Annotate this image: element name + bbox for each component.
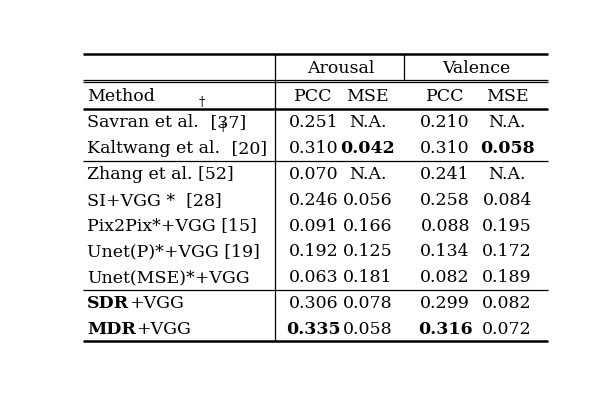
- Text: 0.192: 0.192: [288, 243, 338, 260]
- Text: MDR: MDR: [87, 320, 136, 337]
- Text: 0.078: 0.078: [343, 294, 392, 311]
- Text: N.A.: N.A.: [349, 114, 386, 131]
- Text: 0.335: 0.335: [286, 320, 341, 337]
- Text: 0.306: 0.306: [288, 294, 338, 311]
- Text: 0.251: 0.251: [288, 114, 338, 131]
- Text: 0.070: 0.070: [288, 166, 338, 183]
- Text: 0.195: 0.195: [482, 217, 532, 234]
- Text: Arousal: Arousal: [307, 60, 374, 77]
- Text: SI+VGG *  [28]: SI+VGG * [28]: [87, 191, 222, 208]
- Text: 0.056: 0.056: [343, 191, 392, 208]
- Text: 0.310: 0.310: [420, 140, 470, 157]
- Text: 0.063: 0.063: [288, 269, 338, 286]
- Text: 0.310: 0.310: [288, 140, 338, 157]
- Text: 0.189: 0.189: [482, 269, 532, 286]
- Text: Savran et al.: Savran et al.: [87, 114, 199, 131]
- Text: 0.058: 0.058: [343, 320, 392, 337]
- Text: SDR: SDR: [87, 294, 129, 311]
- Text: 0.072: 0.072: [482, 320, 532, 337]
- Text: †: †: [199, 95, 205, 108]
- Text: N.A.: N.A.: [488, 114, 526, 131]
- Text: 0.246: 0.246: [288, 191, 338, 208]
- Text: Zhang et al. [52]: Zhang et al. [52]: [87, 166, 234, 183]
- Text: 0.241: 0.241: [420, 166, 470, 183]
- Text: [20]: [20]: [227, 140, 267, 157]
- Text: +VGG: +VGG: [136, 320, 191, 337]
- Text: Kaltwang et al.: Kaltwang et al.: [87, 140, 220, 157]
- Text: 0.134: 0.134: [420, 243, 470, 260]
- Text: 0.172: 0.172: [482, 243, 532, 260]
- Text: Method: Method: [87, 88, 155, 105]
- Text: 0.181: 0.181: [343, 269, 392, 286]
- Text: PCC: PCC: [294, 88, 333, 105]
- Text: 0.058: 0.058: [480, 140, 535, 157]
- Text: Unet(MSE)*+VGG: Unet(MSE)*+VGG: [87, 269, 249, 286]
- Text: 0.125: 0.125: [342, 243, 392, 260]
- Text: 0.042: 0.042: [340, 140, 395, 157]
- Text: Valence: Valence: [442, 60, 510, 77]
- Text: PCC: PCC: [426, 88, 464, 105]
- Text: 0.258: 0.258: [420, 191, 470, 208]
- Text: +VGG: +VGG: [129, 294, 184, 311]
- Text: 0.091: 0.091: [288, 217, 338, 234]
- Text: N.A.: N.A.: [349, 166, 386, 183]
- Text: 0.082: 0.082: [420, 269, 470, 286]
- Text: MSE: MSE: [486, 88, 529, 105]
- Text: Pix2Pix*+VGG [15]: Pix2Pix*+VGG [15]: [87, 217, 257, 234]
- Text: [37]: [37]: [205, 114, 246, 131]
- Text: 0.166: 0.166: [343, 217, 392, 234]
- Text: 0.210: 0.210: [420, 114, 470, 131]
- Text: 0.082: 0.082: [482, 294, 532, 311]
- Text: 0.088: 0.088: [420, 217, 470, 234]
- Text: 0.299: 0.299: [420, 294, 470, 311]
- Text: 0.084: 0.084: [482, 191, 532, 208]
- Text: 0.316: 0.316: [418, 320, 472, 337]
- Text: Unet(P)*+VGG [19]: Unet(P)*+VGG [19]: [87, 243, 260, 260]
- Text: N.A.: N.A.: [488, 166, 526, 183]
- Text: †: †: [220, 121, 227, 134]
- Text: MSE: MSE: [346, 88, 389, 105]
